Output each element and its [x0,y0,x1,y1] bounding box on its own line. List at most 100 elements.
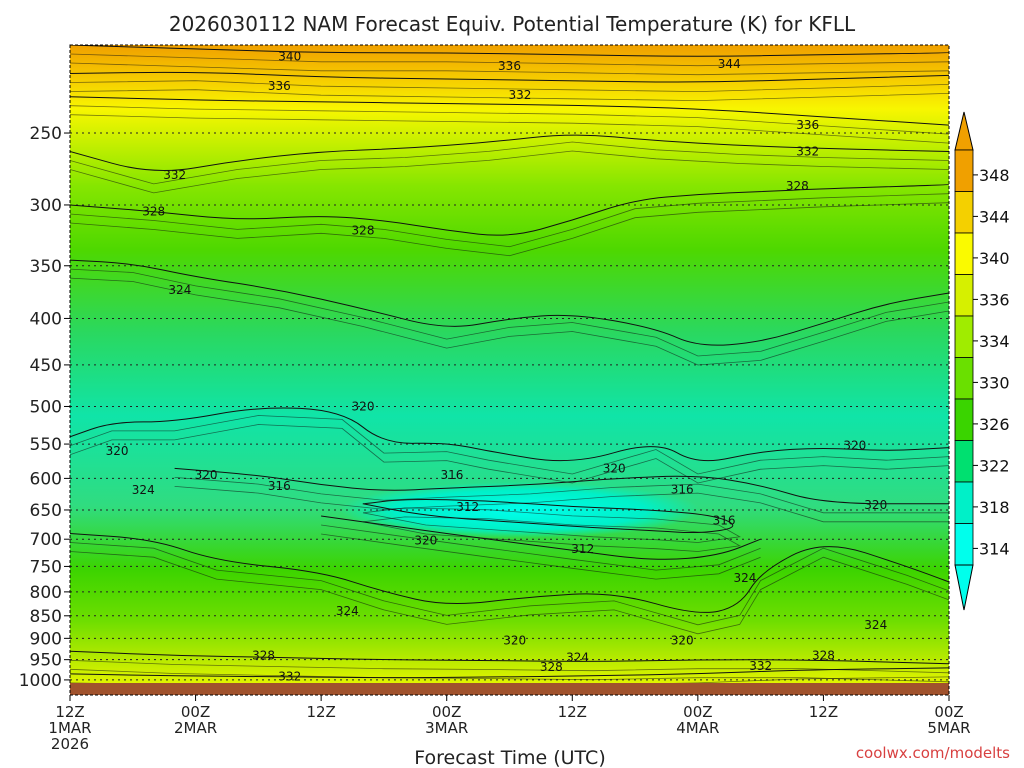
contour-324 [70,259,949,346]
contour-label: 332 [163,168,186,182]
x-tick-label: 00Z [934,703,963,721]
contour-328 [70,650,949,665]
contour-320-aux [321,524,761,571]
contour-320 [321,515,761,560]
surface-band [70,683,949,695]
contour-label: 332 [509,88,532,102]
colorbar-bottom-arrow [954,564,974,611]
x-tick-label: 2026 [51,735,89,753]
contour-label: 320 [106,444,129,458]
x-tick-label: 12Z [55,703,84,721]
colorbar-tick-label: 330 [979,373,1010,392]
colorbar-segment [954,398,974,441]
contour-344-aux [70,53,949,67]
contour-336 [70,96,949,126]
contour-332-aux [70,141,949,185]
contour-label: 328 [352,223,375,237]
x-tick-label: 12Z [306,703,335,721]
y-tick-label: 600 [30,469,62,489]
colorbar-segment [954,274,974,317]
y-tick-label: 950 [30,651,62,671]
contours [70,45,949,685]
contour-label: 328 [142,204,165,218]
contour-328-aux [70,202,949,257]
contour-332-aux [70,150,949,194]
contour-label: 320 [671,634,694,648]
colorbar-tick-label: 340 [979,249,1010,268]
x-axis-label: Forecast Time (UTC) [414,747,605,768]
contour-label: 328 [786,179,809,193]
y-tick-label: 750 [30,557,62,577]
contour-label: 320 [414,533,437,547]
credit-text: coolwx.com/modelts [856,744,1010,762]
contour-312-aux [362,516,741,552]
contour-label: 324 [733,571,756,585]
colorbar: 348 344 340 336 334 330 326 322 318 314 [954,111,1010,611]
y-tick-label: 300 [30,196,62,216]
colorbar-segment [954,149,974,192]
contour-label: 324 [168,283,191,297]
contour-320-aux [70,424,949,484]
colorbar-segment [954,315,974,358]
plot-frame [69,44,950,696]
contour-328 [70,184,949,236]
contour-316-aux [174,477,949,514]
colorbar-tick-label: 318 [979,498,1010,517]
contour-label: 316 [440,468,463,482]
contour-324-aux [70,551,949,635]
contour-label: 324 [566,651,589,665]
y-tick-label: 250 [30,124,62,144]
contour-label: 324 [336,604,359,618]
contour-label: 324 [864,618,887,632]
contour-label: 328 [812,648,835,662]
contour-label: 316 [713,514,736,528]
contour-label: 328 [252,648,275,662]
y-tick-label: 700 [30,530,62,550]
y-tick-label: 500 [30,397,62,417]
grid-lines [70,132,949,681]
x-tick-label: 12Z [558,703,587,721]
contour-324 [70,533,949,613]
x-tick-label: 00Z [683,703,712,721]
contour-340-aux [70,80,949,93]
colorbar-segment [954,357,974,400]
contour-324-aux [70,542,949,626]
contour-label: 344 [718,57,741,71]
contour-label: 328 [540,660,563,674]
y-tick-label: 350 [30,257,62,277]
y-tick-label: 450 [30,356,62,376]
contour-label: 332 [278,670,301,684]
colorbar-tick-label: 326 [979,415,1010,434]
contour-332 [70,667,949,679]
contour-344 [70,45,949,57]
contour-320-aux [321,533,761,580]
colorbar-segment [954,523,974,566]
contour-328-aux [70,668,949,683]
colorbar-tick-label: 348 [979,166,1010,185]
contour-label: 320 [843,438,866,452]
x-tick-label: 3MAR [425,719,468,737]
colorbar-tick-label: 322 [979,456,1010,475]
contour-312 [362,499,734,534]
x-tick-label: 4MAR [676,719,719,737]
colorbar-tick-label: 314 [979,539,1010,558]
x-tick-label: 00Z [181,703,210,721]
contour-328-aux [70,659,949,674]
colorbar-top-arrow [954,111,974,151]
chart-title: 2026030112 NAM Forecast Equiv. Potential… [169,12,856,36]
contour-label: 320 [864,498,887,512]
contour-340-aux [70,89,949,102]
x-tick-label: 12Z [809,703,838,721]
colorbar-tick-label: 334 [979,332,1010,351]
contour-label: 312 [571,542,594,556]
contour-label: 336 [498,59,521,73]
contour-332 [70,134,949,171]
contour-328-aux [70,193,949,248]
y-tick-label: 850 [30,607,62,627]
colorbar-tick-label: 336 [979,290,1010,309]
contour-324-aux [70,268,949,357]
